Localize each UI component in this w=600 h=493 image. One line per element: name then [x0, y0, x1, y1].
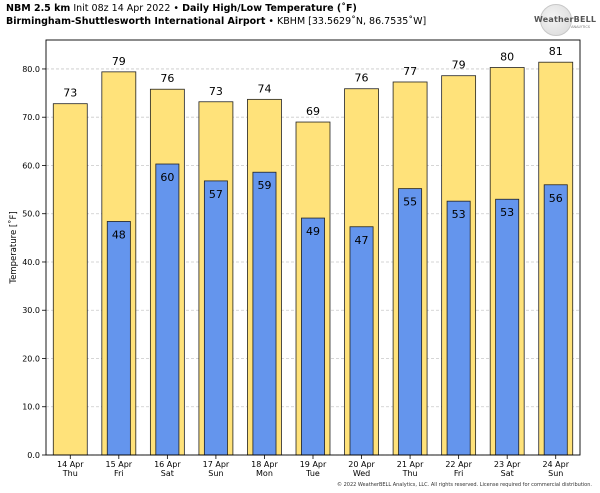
- x-tick-label-date: 17 Apr: [203, 460, 230, 469]
- copyright-text: © 2022 WeatherBELL Analytics, LLC. All r…: [337, 482, 592, 488]
- x-tick-label-date: 15 Apr: [106, 460, 133, 469]
- low-temp-bar: [301, 217, 325, 456]
- high-temp-label: 69: [306, 105, 320, 118]
- x-tick-label-day: Sun: [208, 469, 223, 478]
- high-temp-label: 79: [452, 59, 466, 72]
- high-temp-label: 73: [63, 87, 77, 100]
- x-tick-label-day: Fri: [114, 469, 124, 478]
- x-tick-label-day: Thu: [402, 469, 418, 478]
- low-temp-label: 55: [403, 196, 417, 209]
- low-temp-bar: [203, 180, 228, 456]
- high-temp-label: 77: [403, 65, 417, 78]
- low-temp-label: 56: [549, 192, 563, 205]
- low-temp-label: 47: [355, 234, 369, 247]
- low-temp-label: 48: [112, 228, 126, 241]
- x-tick-label-date: 23 Apr: [494, 460, 521, 469]
- separator: •: [173, 3, 180, 14]
- high-temp-label: 79: [112, 55, 126, 68]
- low-temp-label: 53: [452, 208, 466, 221]
- y-tick-label: 70.0: [22, 113, 40, 122]
- model-name: NBM 2.5 km: [6, 3, 71, 14]
- chart-header-line-1: NBM 2.5 km Init 08z 14 Apr 2022 • Daily …: [6, 3, 357, 15]
- logo-subtext: ANALYTICS: [571, 25, 590, 29]
- y-tick-label: 10.0: [22, 403, 40, 412]
- x-tick-label-date: 24 Apr: [542, 460, 569, 469]
- x-tick-label-day: Sun: [548, 469, 563, 478]
- low-temp-bar: [106, 221, 131, 456]
- x-tick-label-date: 14 Apr: [57, 460, 84, 469]
- x-tick-label-day: Wed: [353, 469, 370, 478]
- x-tick-label-date: 21 Apr: [397, 460, 424, 469]
- y-tick-label: 60.0: [22, 161, 40, 170]
- x-tick-label-day: Mon: [256, 469, 273, 478]
- x-tick-label-day: Tue: [305, 469, 320, 478]
- plot-frame: [45, 39, 581, 456]
- y-tick-label: 0.0: [27, 451, 40, 460]
- logo-text: WeatherBELL: [534, 15, 597, 24]
- low-temp-bar: [543, 184, 568, 456]
- weatherbell-logo: WeatherBELL ANALYTICS: [534, 4, 597, 36]
- low-temp-label: 53: [500, 206, 514, 219]
- x-tick-label-date: 18 Apr: [251, 460, 278, 469]
- high-temp-label: 81: [549, 45, 563, 58]
- x-tick-label-date: 20 Apr: [348, 460, 375, 469]
- y-tick-label: 20.0: [22, 354, 40, 363]
- x-tick-label-date: 22 Apr: [445, 460, 472, 469]
- low-temp-bar: [446, 200, 471, 456]
- y-tick-label: 80.0: [22, 65, 40, 74]
- low-temp-label: 49: [306, 225, 320, 238]
- low-temp-bar: [252, 171, 277, 456]
- low-temp-bar: [155, 163, 180, 456]
- x-tick-label-date: 16 Apr: [154, 460, 181, 469]
- y-tick-label: 40.0: [22, 258, 40, 267]
- x-tick-label-date: 19 Apr: [300, 460, 327, 469]
- x-tick-label-day: Thu: [62, 469, 78, 478]
- separator: •: [268, 16, 275, 27]
- product-title: Daily High/Low Temperature (˚F): [182, 3, 357, 14]
- low-temp-label: 57: [209, 188, 223, 201]
- location-name: Birmingham-Shuttlesworth International A…: [6, 16, 266, 27]
- low-temp-bar: [495, 198, 520, 456]
- y-tick-label: 50.0: [22, 210, 40, 219]
- high-temp-label: 74: [257, 82, 271, 95]
- low-temp-label: 60: [160, 171, 174, 184]
- low-temp-bar: [349, 226, 374, 456]
- high-temp-label: 76: [160, 72, 174, 85]
- high-temp-label: 80: [500, 51, 514, 64]
- init-time: Init 08z 14 Apr 2022: [73, 3, 171, 14]
- x-tick-label-day: Sat: [501, 469, 514, 478]
- high-temp-bar: [52, 103, 88, 456]
- y-tick-label: 30.0: [22, 306, 40, 315]
- low-temp-bar: [398, 188, 423, 456]
- y-axis-label: Temperature [˚F]: [8, 211, 19, 284]
- chart-header-line-2: Birmingham-Shuttlesworth International A…: [6, 16, 426, 28]
- x-tick-label-day: Sat: [161, 469, 174, 478]
- high-temp-label: 76: [355, 72, 369, 85]
- low-temp-label: 59: [257, 179, 271, 192]
- logo-globe-icon: [540, 4, 572, 36]
- x-tick-label-day: Fri: [454, 469, 464, 478]
- station-coords: KBHM [33.5629˚N, 86.7535˚W]: [277, 16, 427, 27]
- high-temp-label: 73: [209, 85, 223, 98]
